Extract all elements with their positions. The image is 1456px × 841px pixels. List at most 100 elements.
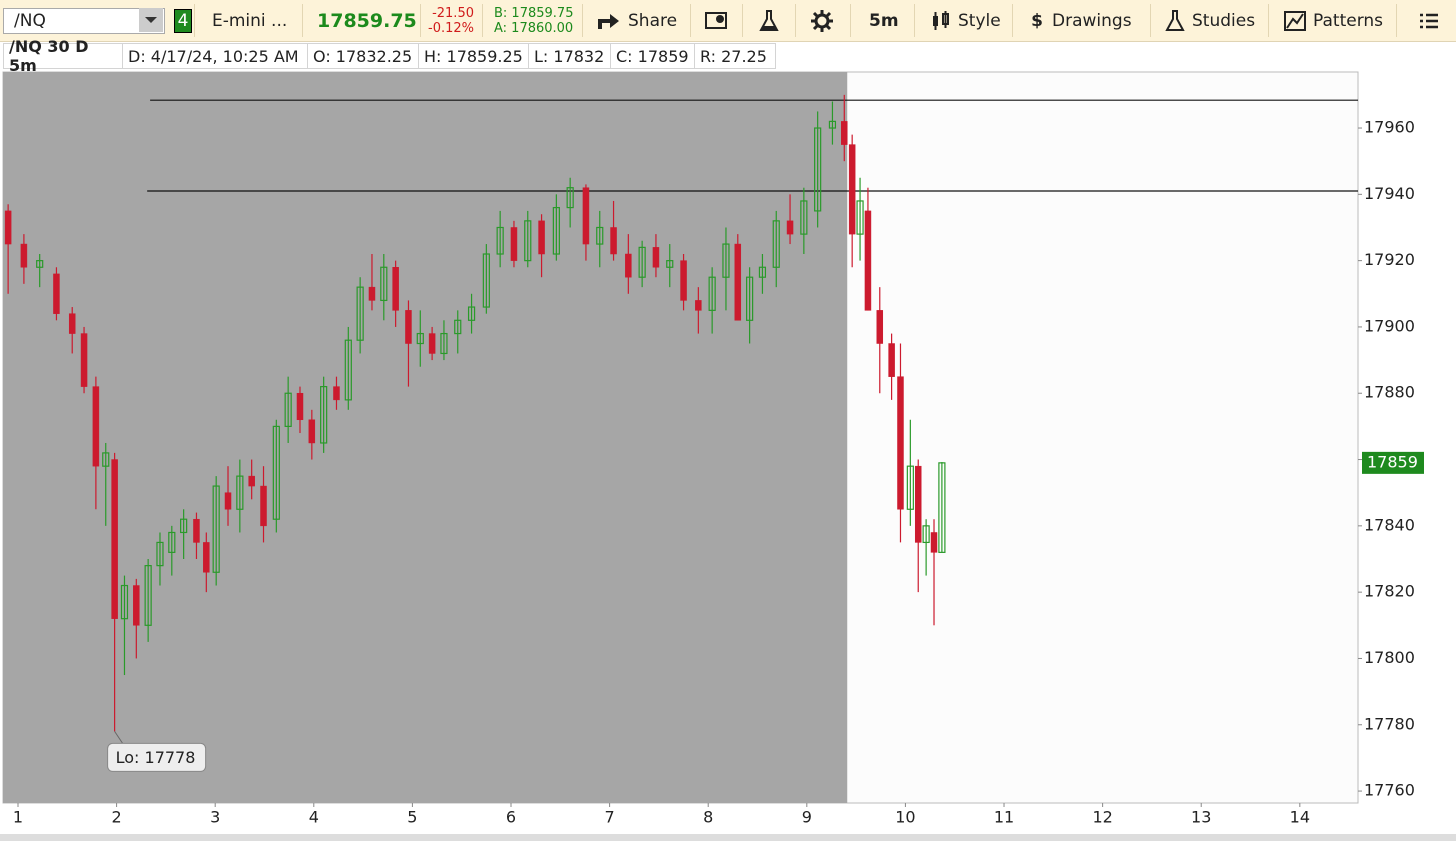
x-tick-label: 1	[13, 808, 23, 827]
x-tick-label: 5	[407, 808, 417, 827]
x-tick-label: 6	[506, 808, 516, 827]
chart: 1776017780178001782017840178601788017900…	[0, 71, 1456, 841]
candle-body	[308, 419, 316, 444]
candle-body	[638, 246, 646, 278]
candle-body	[440, 332, 448, 355]
settings-button[interactable]	[810, 0, 834, 41]
last-price-label: 17859	[1367, 452, 1418, 471]
y-tick-label: 17800	[1364, 648, 1415, 667]
x-tick-label: 7	[605, 808, 615, 827]
candle-body	[897, 376, 904, 510]
studies-button[interactable]: Studies	[1164, 0, 1255, 41]
menu-button[interactable]	[1418, 0, 1440, 41]
dollar-icon: $	[1031, 10, 1043, 31]
info-low: L: 17832	[528, 43, 611, 69]
candle-body	[20, 243, 28, 268]
candle-body	[758, 266, 767, 278]
gear-icon	[811, 9, 833, 32]
candle-body	[224, 492, 232, 510]
candle-body	[53, 273, 60, 314]
candle-body	[666, 260, 674, 268]
separator	[582, 4, 583, 37]
candle-body	[356, 286, 364, 341]
scrollbar[interactable]	[0, 834, 1456, 841]
toolbar: /NQ 4 E-mini ... 17859.75 -21.50 -0.12% B…	[0, 0, 1456, 42]
info-high: H: 17859.25	[418, 43, 529, 69]
style-button[interactable]: Style	[930, 0, 1001, 41]
candle-body	[111, 459, 118, 619]
news-icon	[705, 11, 727, 29]
x-tick-label: 11	[994, 808, 1014, 827]
candle-body	[392, 267, 399, 311]
candle-body	[80, 333, 88, 387]
chart-body: 1776017780178001782017840178601788017900…	[0, 71, 1456, 841]
callout-box	[107, 742, 207, 772]
candle-body	[333, 386, 340, 401]
separator	[194, 4, 195, 37]
candle-body	[272, 425, 280, 520]
candle-body	[133, 585, 140, 626]
flask-icon	[1165, 9, 1185, 31]
callout-pointer	[114, 731, 124, 744]
y-tick-label: 17940	[1364, 184, 1415, 203]
x-tick-label: 3	[210, 808, 220, 827]
candle-body	[368, 286, 376, 301]
bid-ask: B: 17859.75 A: 17860.00	[494, 0, 573, 41]
x-tick-label: 4	[309, 808, 319, 827]
description: E-mini ...	[212, 10, 288, 31]
candle-body	[510, 227, 518, 261]
separator	[420, 4, 421, 37]
pattern-icon	[1284, 10, 1306, 31]
last-price: 17859.75	[317, 9, 417, 32]
last-price-box	[1362, 451, 1424, 474]
change-box: -21.50 -0.12%	[428, 0, 474, 41]
separator	[1012, 4, 1013, 37]
candle-body	[652, 247, 660, 268]
candle-body	[596, 226, 604, 245]
y-tick-label: 17880	[1364, 383, 1415, 402]
dropdown[interactable]	[139, 8, 163, 32]
change: -21.50	[432, 5, 474, 21]
candle-body	[405, 310, 412, 344]
share-button[interactable]: Share	[596, 0, 677, 41]
separator	[1268, 4, 1269, 37]
menu-icon	[1420, 13, 1438, 28]
studies: Studies	[1192, 10, 1256, 31]
y-tick-label: 17900	[1364, 316, 1415, 335]
y-tick-label: 17780	[1364, 714, 1415, 733]
timeframe[interactable]: 5m	[869, 10, 899, 31]
y-tick-label: 17960	[1364, 118, 1415, 137]
share: Share	[628, 10, 678, 31]
candle-body	[848, 144, 856, 235]
candle-body	[92, 386, 100, 467]
symbol-box[interactable]: /NQ	[3, 0, 165, 41]
candle-body	[888, 343, 895, 377]
news-button[interactable]	[704, 0, 730, 41]
drawings-button[interactable]: $ Drawings	[1028, 0, 1131, 41]
candle-body	[876, 310, 884, 344]
candle-body	[922, 525, 930, 544]
x-tick-label: 13	[1191, 808, 1211, 827]
callout-label: Lo: 17778	[116, 748, 196, 767]
ask: A: 17860.00	[494, 20, 574, 36]
separator	[1150, 4, 1151, 37]
y-tick-label: 17760	[1364, 781, 1415, 800]
candle-body	[938, 462, 946, 553]
candle-body	[746, 276, 754, 321]
link[interactable]: 4	[174, 0, 192, 41]
x-tick-label: 8	[703, 808, 713, 827]
info-date: D: 4/17/24, 10:25 AM	[122, 43, 308, 69]
candle-body	[248, 475, 255, 487]
info-open: O: 17832.25	[307, 43, 419, 69]
candle-body	[625, 253, 632, 278]
candle-body	[610, 227, 617, 255]
candle-body	[722, 243, 730, 278]
candle-body	[772, 220, 780, 268]
patterns-button[interactable]: Patterns	[1283, 0, 1383, 41]
candle-body	[566, 187, 574, 209]
separator	[690, 4, 691, 37]
lab-button[interactable]	[758, 0, 780, 41]
candle-body	[203, 542, 210, 573]
style: Style	[958, 10, 1001, 31]
symbol-input[interactable]: /NQ	[3, 7, 165, 34]
